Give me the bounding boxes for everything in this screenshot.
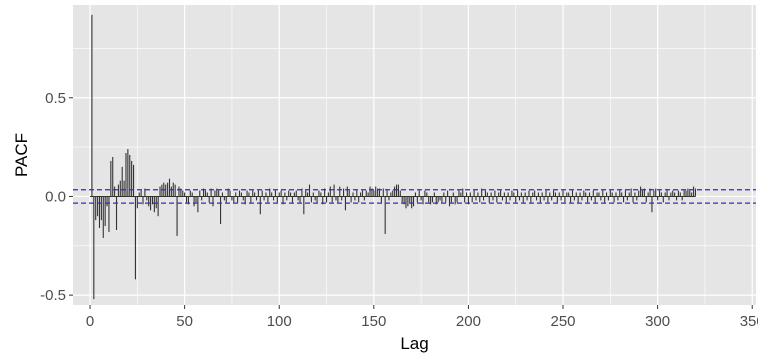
y-tick-label: 0.0 xyxy=(45,188,66,205)
x-tick-label: 200 xyxy=(456,313,481,330)
x-tick-label: 150 xyxy=(361,313,386,330)
plot-panel xyxy=(73,5,756,305)
x-tick-label: 50 xyxy=(176,313,193,330)
pacf-bars xyxy=(91,14,697,300)
y-axis-title: PACF xyxy=(12,133,31,177)
x-axis-ticks: 0 50 100 150 200 250 300 350 xyxy=(86,305,758,330)
x-tick-label: 100 xyxy=(267,313,292,330)
x-tick-label: 250 xyxy=(551,313,576,330)
x-tick-label: 300 xyxy=(645,313,670,330)
y-tick-label: 0.5 xyxy=(45,90,66,107)
y-axis-ticks: -0.5 0.0 0.5 xyxy=(40,90,73,304)
x-axis-title: Lag xyxy=(400,334,428,353)
x-tick-label: 350 xyxy=(740,313,758,330)
y-tick-label: -0.5 xyxy=(40,287,66,304)
x-tick-label: 0 xyxy=(86,313,94,330)
